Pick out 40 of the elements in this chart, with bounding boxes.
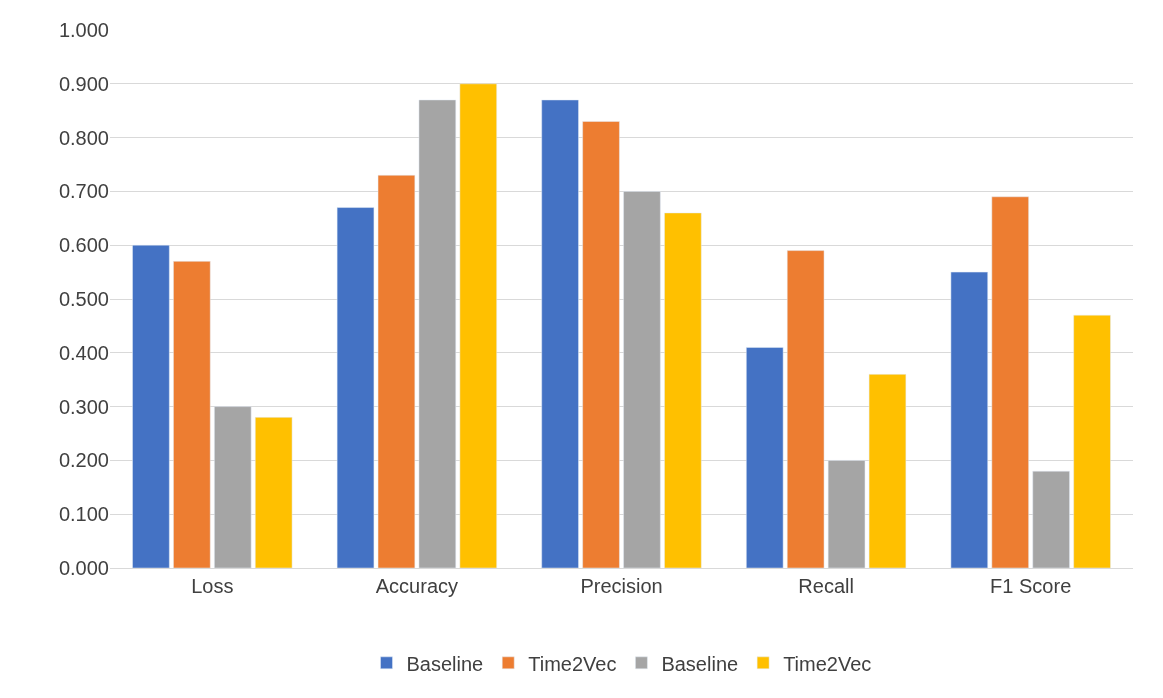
legend-label: Baseline — [661, 652, 739, 675]
bar — [786, 250, 825, 568]
y-tick-label: 0.600 — [58, 234, 109, 257]
x-tick-label: Recall — [798, 575, 854, 597]
bar — [868, 374, 907, 568]
bar — [1073, 314, 1111, 568]
bar — [827, 460, 866, 568]
bar — [950, 271, 988, 568]
y-tick-label: 0.500 — [58, 288, 109, 310]
bar — [336, 207, 375, 568]
bar — [377, 175, 416, 568]
y-tick-label: 0.900 — [58, 72, 109, 95]
legend-label: Time2Vec — [528, 652, 617, 675]
bar — [418, 99, 457, 568]
bar — [664, 212, 702, 568]
bar — [541, 99, 579, 568]
legend-label: Time2Vec — [783, 652, 872, 675]
y-tick-label: 0.300 — [58, 395, 109, 418]
y-tick-label: 0.700 — [58, 180, 109, 203]
legend-label: Baseline — [406, 652, 484, 675]
bar — [255, 417, 293, 568]
bar — [746, 347, 784, 568]
y-tick-label: 0.400 — [58, 341, 109, 364]
y-tick-label: 0.100 — [58, 503, 109, 526]
bar — [582, 121, 620, 568]
x-tick-label: Accuracy — [375, 575, 459, 597]
y-tick-label: 0.200 — [58, 449, 109, 472]
x-tick-label: Loss — [191, 575, 234, 597]
x-tick-label: Precision — [580, 575, 663, 597]
y-tick-label: 1.000 — [58, 19, 109, 41]
bar — [991, 196, 1029, 568]
bar — [623, 191, 661, 568]
bar — [132, 244, 170, 568]
x-tick-label: F1 Score — [990, 575, 1072, 597]
bar — [459, 83, 497, 568]
y-tick-label: 0.800 — [58, 126, 109, 149]
bar — [173, 261, 211, 568]
y-tick-label: 0.000 — [58, 557, 109, 579]
bar — [214, 406, 252, 568]
bar — [1032, 470, 1070, 568]
